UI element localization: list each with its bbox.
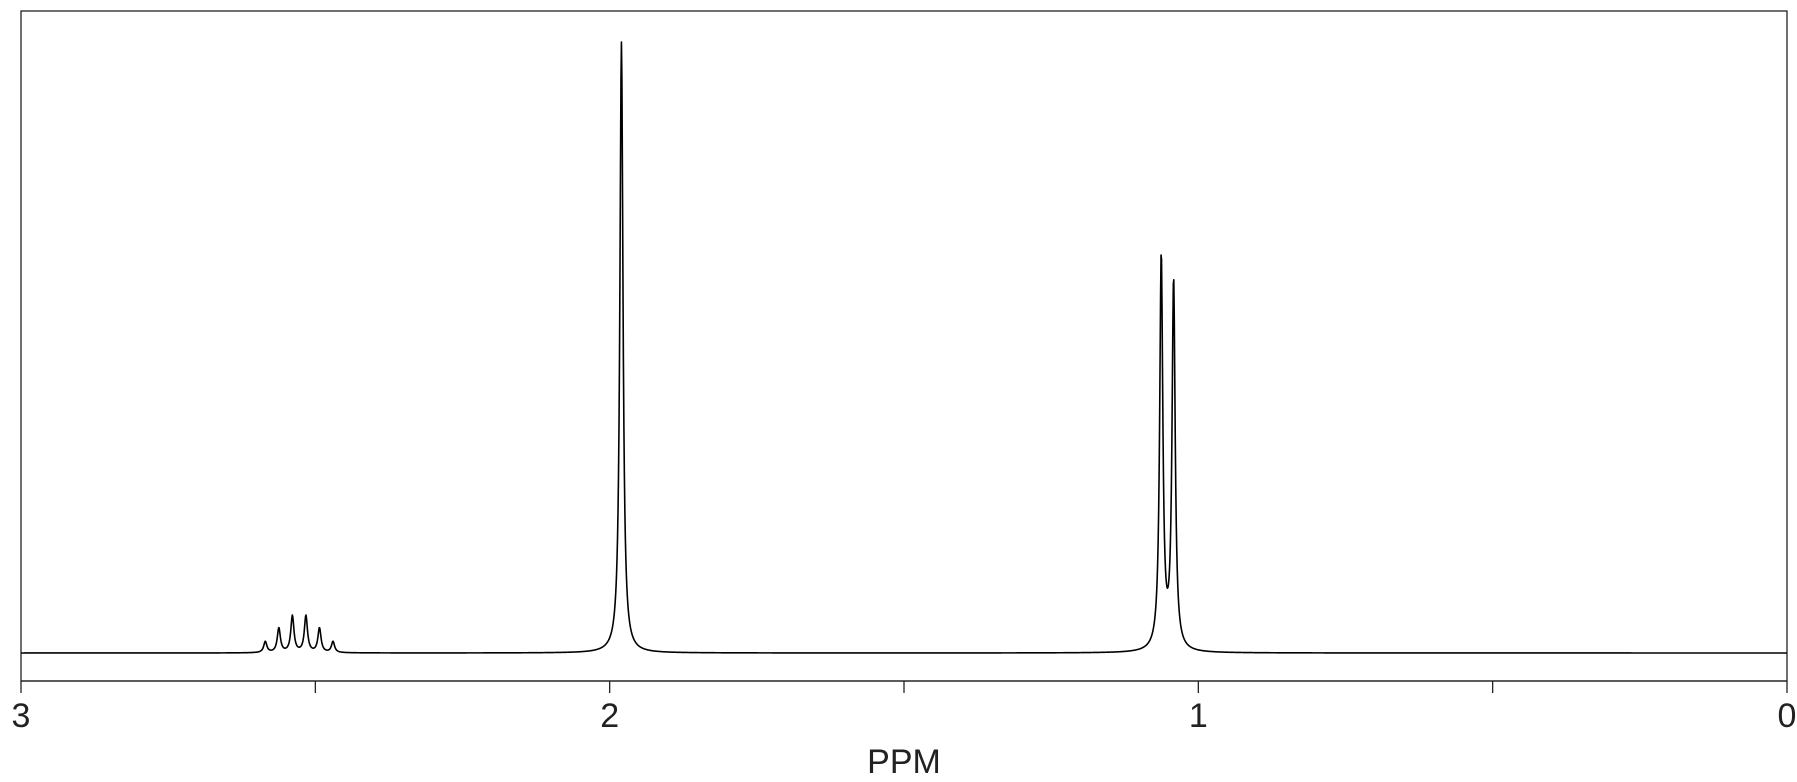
spectrum-line bbox=[20, 41, 1788, 654]
plot-frame bbox=[20, 10, 1788, 682]
x-tick-label: 0 bbox=[1778, 697, 1797, 735]
x-tick-label: 2 bbox=[600, 697, 619, 735]
x-tick-label: 1 bbox=[1189, 697, 1208, 735]
x-axis-title: PPM bbox=[867, 743, 941, 781]
x-axis-ticks: 3 2 1 0 bbox=[12, 681, 1797, 735]
x-tick-label: 3 bbox=[12, 697, 31, 735]
